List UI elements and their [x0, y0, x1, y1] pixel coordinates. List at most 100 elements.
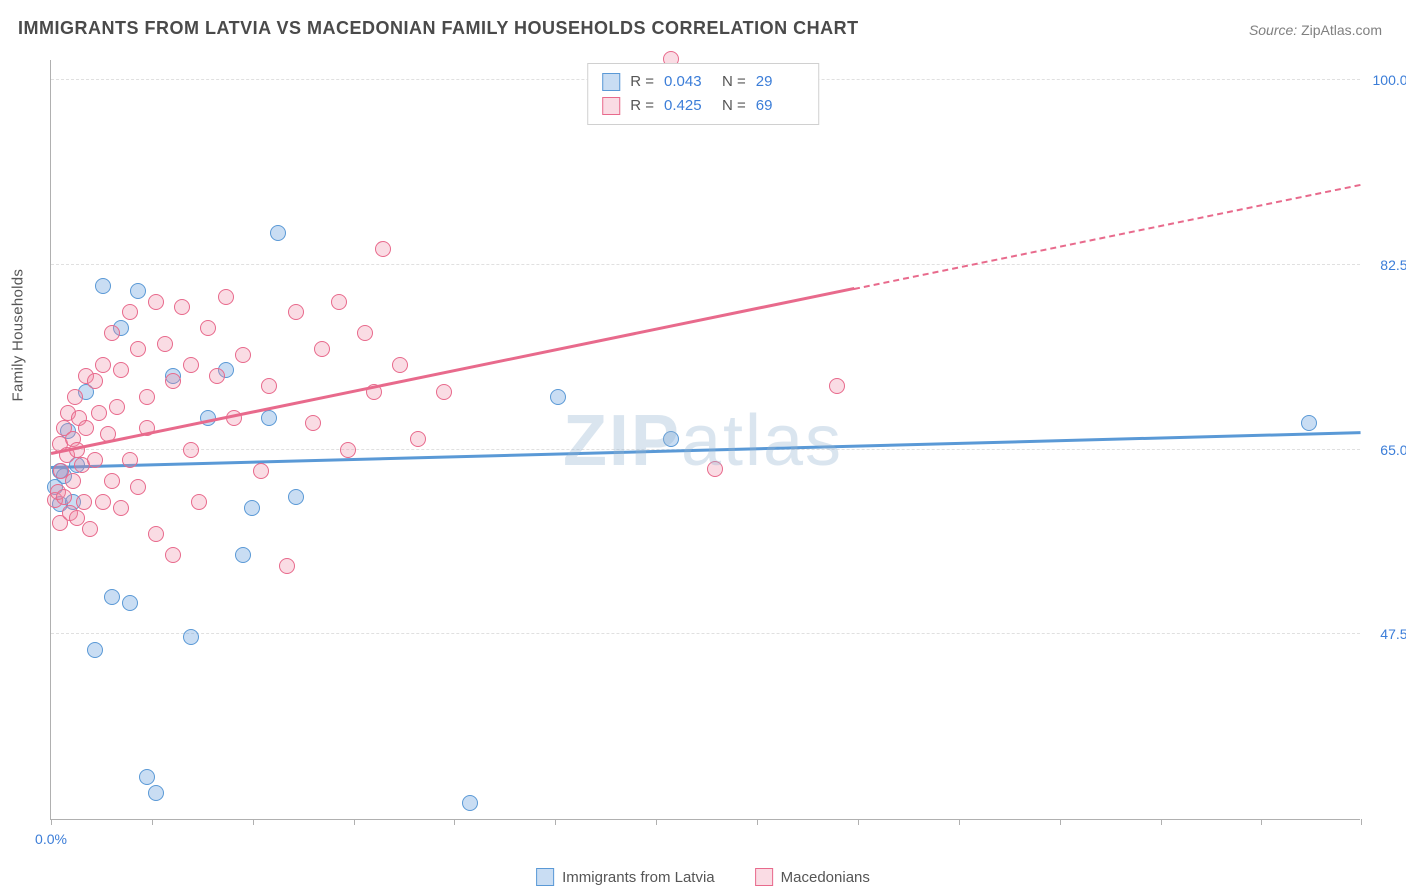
stats-row: R = 0.043 N = 29	[602, 70, 804, 94]
scatter-point	[91, 405, 107, 421]
scatter-point	[148, 785, 164, 801]
scatter-point	[113, 362, 129, 378]
scatter-point	[109, 399, 125, 415]
x-tick	[152, 819, 153, 825]
y-tick-label: 65.0%	[1380, 442, 1406, 458]
scatter-point	[375, 241, 391, 257]
correlation-stats-box: R = 0.043 N = 29 R = 0.425 N = 69	[587, 63, 819, 125]
scatter-plot-area: 47.5%65.0%82.5%100.0%0.0%	[50, 60, 1360, 820]
stat-r-value: 0.425	[664, 94, 712, 118]
y-tick-label: 100.0%	[1373, 72, 1406, 88]
scatter-point	[357, 325, 373, 341]
trend-line	[51, 431, 1361, 468]
legend-item: Immigrants from Latvia	[536, 868, 715, 886]
x-tick	[555, 819, 556, 825]
scatter-point	[244, 500, 260, 516]
y-axis-label: Family Households	[10, 269, 27, 402]
stat-r-label: R =	[630, 70, 654, 94]
gridline	[51, 633, 1360, 634]
series-swatch	[602, 97, 620, 115]
scatter-point	[122, 595, 138, 611]
scatter-point	[95, 357, 111, 373]
scatter-point	[95, 278, 111, 294]
x-tick	[959, 819, 960, 825]
scatter-point	[104, 473, 120, 489]
scatter-point	[130, 479, 146, 495]
source-label: Source:	[1249, 22, 1297, 38]
scatter-point	[261, 410, 277, 426]
series-swatch	[602, 73, 620, 91]
scatter-point	[165, 373, 181, 389]
scatter-point	[122, 452, 138, 468]
scatter-point	[87, 373, 103, 389]
scatter-point	[253, 463, 269, 479]
scatter-point	[104, 589, 120, 605]
scatter-point	[200, 320, 216, 336]
scatter-point	[183, 442, 199, 458]
legend-item: Macedonians	[755, 868, 870, 886]
x-tick	[253, 819, 254, 825]
scatter-point	[113, 500, 129, 516]
x-tick	[757, 819, 758, 825]
x-tick-label: 0.0%	[35, 831, 67, 847]
legend-label: Immigrants from Latvia	[562, 869, 715, 886]
stat-n-label: N =	[722, 94, 746, 118]
scatter-point	[331, 294, 347, 310]
scatter-point	[392, 357, 408, 373]
scatter-point	[165, 547, 181, 563]
source-attribution: Source: ZipAtlas.com	[1249, 22, 1382, 38]
legend-swatch	[755, 868, 773, 886]
chart-title: IMMIGRANTS FROM LATVIA VS MACEDONIAN FAM…	[18, 18, 859, 39]
x-tick	[858, 819, 859, 825]
scatter-point	[130, 283, 146, 299]
y-tick-label: 82.5%	[1380, 257, 1406, 273]
scatter-point	[305, 415, 321, 431]
stat-n-value: 29	[756, 70, 804, 94]
scatter-point	[76, 494, 92, 510]
scatter-point	[462, 795, 478, 811]
scatter-point	[148, 294, 164, 310]
scatter-point	[183, 629, 199, 645]
legend-swatch	[536, 868, 554, 886]
scatter-point	[314, 341, 330, 357]
scatter-point	[279, 558, 295, 574]
scatter-point	[1301, 415, 1317, 431]
scatter-point	[122, 304, 138, 320]
x-tick	[1060, 819, 1061, 825]
scatter-point	[82, 521, 98, 537]
scatter-point	[104, 325, 120, 341]
x-tick	[354, 819, 355, 825]
stat-r-label: R =	[630, 94, 654, 118]
scatter-point	[663, 431, 679, 447]
source-name: ZipAtlas.com	[1301, 22, 1382, 38]
stat-n-label: N =	[722, 70, 746, 94]
scatter-point	[288, 489, 304, 505]
scatter-point	[270, 225, 286, 241]
gridline	[51, 264, 1360, 265]
scatter-point	[707, 461, 723, 477]
scatter-point	[288, 304, 304, 320]
scatter-point	[174, 299, 190, 315]
scatter-point	[56, 489, 72, 505]
scatter-point	[139, 769, 155, 785]
scatter-point	[191, 494, 207, 510]
scatter-point	[157, 336, 173, 352]
scatter-point	[550, 389, 566, 405]
scatter-point	[340, 442, 356, 458]
scatter-point	[95, 494, 111, 510]
scatter-point	[87, 642, 103, 658]
legend-label: Macedonians	[781, 869, 870, 886]
scatter-point	[261, 378, 277, 394]
stats-row: R = 0.425 N = 69	[602, 94, 804, 118]
scatter-point	[235, 347, 251, 363]
scatter-point	[436, 384, 452, 400]
scatter-point	[78, 420, 94, 436]
scatter-point	[183, 357, 199, 373]
scatter-point	[209, 368, 225, 384]
stat-n-value: 69	[756, 94, 804, 118]
trend-line-extrapolated	[854, 184, 1361, 290]
legend: Immigrants from Latvia Macedonians	[536, 868, 870, 886]
scatter-point	[829, 378, 845, 394]
x-tick	[454, 819, 455, 825]
stat-r-value: 0.043	[664, 70, 712, 94]
